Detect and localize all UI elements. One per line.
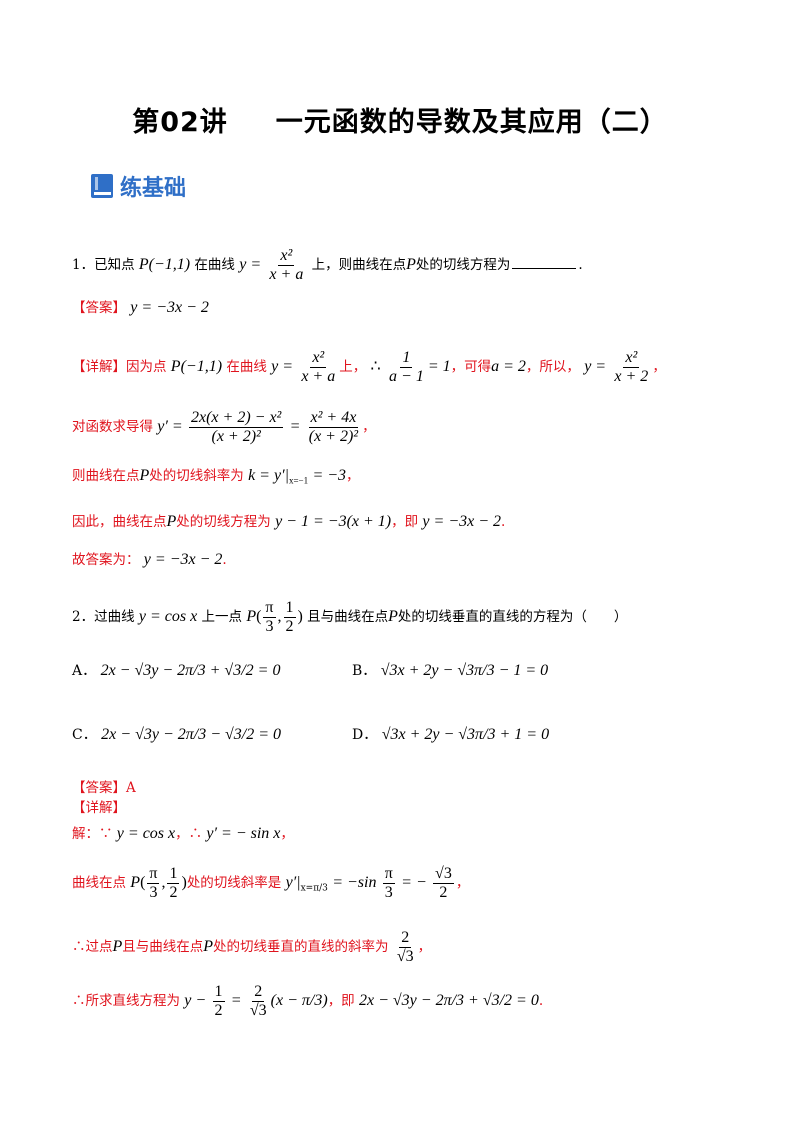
- q2-detail-line3: ∴过点P且与曲线在点P处的切线垂直的直线的斜率为 2 √3，: [72, 929, 432, 965]
- page-title: 第02讲 一元函数的导数及其应用（二）: [0, 100, 800, 139]
- section-title: 练基础: [120, 176, 187, 201]
- lesson-number: 第02讲: [132, 107, 228, 138]
- q1-detail-line2: 对函数求导得 y′ = 2x(x + 2) − x² (x + 2)² = x² …: [72, 409, 376, 445]
- section-heading: 练基础: [90, 170, 186, 202]
- q1-detail-line3: 则曲线在点P处的切线斜率为 k = y′|x=−1 = −3，: [72, 467, 360, 486]
- question-1: 1．已知点 P(−1,1) 在曲线 y = x² x + a 上，则曲线在点P处的…: [72, 247, 583, 283]
- question-number: 2．: [72, 609, 95, 625]
- question-number: 1．: [72, 257, 95, 273]
- lesson-title: 一元函数的导数及其应用（二）: [275, 107, 668, 138]
- option-d[interactable]: D． √3x + 2y − √3π/3 + 1 = 0: [352, 726, 550, 743]
- q1-detail-line4: 因此，曲线在点P处的切线方程为 y − 1 = −3(x + 1)，即 y = …: [72, 513, 506, 530]
- curve-fraction: x² x + a: [269, 247, 304, 283]
- question-2: 2．过曲线 y = cos x 上一点 P(π 3, 1 2) 且与曲线在点P处的切线…: [72, 599, 628, 635]
- option-a[interactable]: A． 2x − √3y − 2π/3 + √3/2 = 0: [72, 662, 281, 679]
- q1-detail-line5: 故答案为： y = −3x − 2.: [72, 551, 227, 568]
- q1-answer: 【答案】 y = −3x − 2: [72, 299, 209, 316]
- answer-blank: [512, 268, 577, 269]
- q2-detail-label: 【详解】: [72, 800, 126, 816]
- book-icon: [91, 174, 113, 198]
- option-c[interactable]: C． 2x − √3y − 2π/3 − √3/2 = 0: [72, 726, 282, 743]
- option-b[interactable]: B． √3x + 2y − √3π/3 − 1 = 0: [352, 662, 549, 679]
- q2-answer: 【答案】A: [72, 780, 136, 796]
- q2-detail-line1: 解：∵ y = cos x，∴ y′ = − sin x，: [72, 825, 294, 842]
